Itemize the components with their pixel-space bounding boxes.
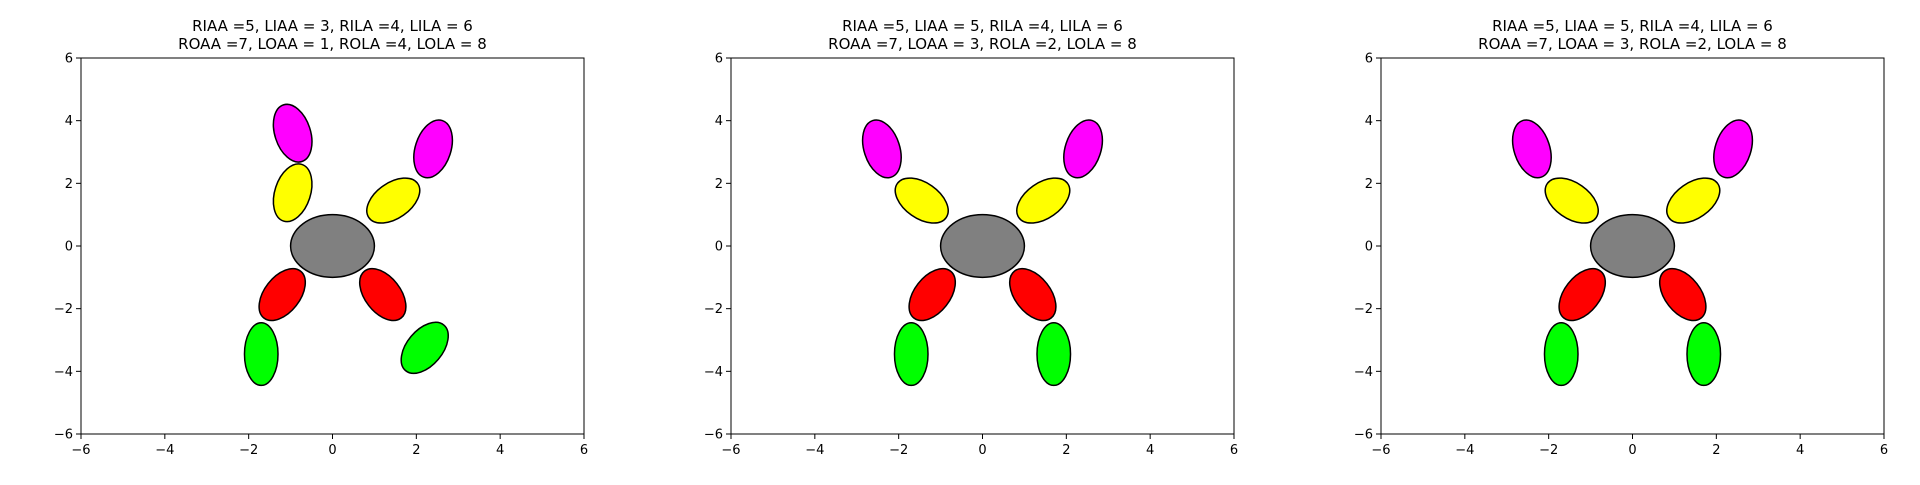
- x-tick-label: 2: [412, 443, 420, 458]
- right-outer-arm-ellipse: [861, 119, 902, 179]
- x-tick-label: −6: [1371, 443, 1390, 458]
- y-tick-label: 0: [715, 240, 723, 255]
- left-inner-arm-ellipse: [1016, 177, 1071, 224]
- left-outer-arm-ellipse: [413, 119, 454, 179]
- left-inner-leg-ellipse: [1658, 267, 1707, 322]
- right-outer-leg-ellipse: [893, 322, 929, 387]
- x-tick-label: 4: [496, 443, 504, 458]
- left-outer-leg-ellipse: [1036, 322, 1072, 387]
- y-tick-label: −2: [704, 302, 723, 317]
- y-tick-label: 6: [1365, 52, 1373, 67]
- x-tick-label: 2: [1062, 443, 1070, 458]
- x-tick-label: −2: [239, 443, 258, 458]
- left-outer-arm-ellipse: [1063, 119, 1104, 179]
- x-tick-label: 0: [1628, 443, 1636, 458]
- right-inner-arm-ellipse: [272, 163, 313, 223]
- x-tick-label: −2: [1539, 443, 1558, 458]
- torso-ellipse: [1589, 213, 1676, 279]
- torso-ellipse: [289, 213, 376, 279]
- torso-ellipse: [939, 213, 1026, 279]
- y-tick-label: 6: [65, 52, 73, 67]
- x-tick-label: −4: [155, 443, 174, 458]
- y-tick-label: 6: [715, 52, 723, 67]
- y-tick-label: −4: [1354, 365, 1373, 380]
- x-tick-label: −6: [71, 443, 90, 458]
- chart-title-line-1: RIAA =5, LIAA = 5, RILA =4, LILA = 6: [842, 17, 1123, 35]
- chart-title-line-1: RIAA =5, LIAA = 3, RILA =4, LILA = 6: [192, 17, 473, 35]
- y-tick-label: 0: [1365, 240, 1373, 255]
- y-tick-label: 2: [1365, 177, 1373, 192]
- subplot-1: RIAA =5, LIAA = 3, RILA =4, LILA = 6ROAA…: [54, 17, 588, 458]
- y-tick-label: 2: [65, 177, 73, 192]
- x-tick-label: 6: [1230, 443, 1238, 458]
- x-tick-label: 4: [1146, 443, 1154, 458]
- left-outer-leg-ellipse: [400, 321, 449, 375]
- chart-title-line-2: ROAA =7, LOAA = 3, ROLA =2, LOLA = 8: [1478, 35, 1787, 53]
- y-tick-label: −4: [54, 365, 73, 380]
- x-tick-label: 0: [328, 443, 336, 458]
- y-tick-label: 4: [1365, 114, 1373, 129]
- x-tick-label: 4: [1796, 443, 1804, 458]
- left-inner-arm-ellipse: [1666, 177, 1721, 224]
- chart-title-line-2: ROAA =7, LOAA = 3, ROLA =2, LOLA = 8: [828, 35, 1137, 53]
- y-tick-label: −6: [704, 428, 723, 443]
- y-tick-label: 4: [715, 114, 723, 129]
- y-tick-label: 2: [715, 177, 723, 192]
- left-outer-leg-ellipse: [1686, 322, 1722, 387]
- y-tick-label: −6: [54, 428, 73, 443]
- right-outer-leg-ellipse: [243, 322, 279, 387]
- right-inner-arm-ellipse: [894, 177, 949, 224]
- subplot-2: RIAA =5, LIAA = 5, RILA =4, LILA = 6ROAA…: [704, 17, 1238, 458]
- y-tick-label: 0: [65, 240, 73, 255]
- right-inner-arm-ellipse: [1544, 177, 1599, 224]
- chart-title-line-1: RIAA =5, LIAA = 5, RILA =4, LILA = 6: [1492, 17, 1773, 35]
- right-inner-leg-ellipse: [908, 267, 957, 322]
- x-tick-label: −4: [1455, 443, 1474, 458]
- left-inner-leg-ellipse: [1008, 267, 1057, 322]
- left-outer-arm-ellipse: [1713, 119, 1754, 179]
- x-tick-label: 0: [978, 443, 986, 458]
- right-inner-leg-ellipse: [258, 267, 307, 322]
- subplot-3: RIAA =5, LIAA = 5, RILA =4, LILA = 6ROAA…: [1354, 17, 1888, 458]
- left-inner-leg-ellipse: [358, 267, 407, 322]
- x-tick-label: 6: [1880, 443, 1888, 458]
- y-tick-label: −2: [54, 302, 73, 317]
- left-inner-arm-ellipse: [366, 177, 421, 224]
- chart-title-line-2: ROAA =7, LOAA = 1, ROLA =4, LOLA = 8: [178, 35, 487, 53]
- right-inner-leg-ellipse: [1558, 267, 1607, 322]
- right-outer-leg-ellipse: [1543, 322, 1579, 387]
- y-tick-label: 4: [65, 114, 73, 129]
- right-outer-arm-ellipse: [1511, 119, 1552, 179]
- x-tick-label: −6: [721, 443, 740, 458]
- y-tick-label: −6: [1354, 428, 1373, 443]
- y-tick-label: −4: [704, 365, 723, 380]
- y-tick-label: −2: [1354, 302, 1373, 317]
- x-tick-label: 2: [1712, 443, 1720, 458]
- x-tick-label: −4: [805, 443, 824, 458]
- x-tick-label: 6: [580, 443, 588, 458]
- x-tick-label: −2: [889, 443, 908, 458]
- right-outer-arm-ellipse: [272, 103, 313, 163]
